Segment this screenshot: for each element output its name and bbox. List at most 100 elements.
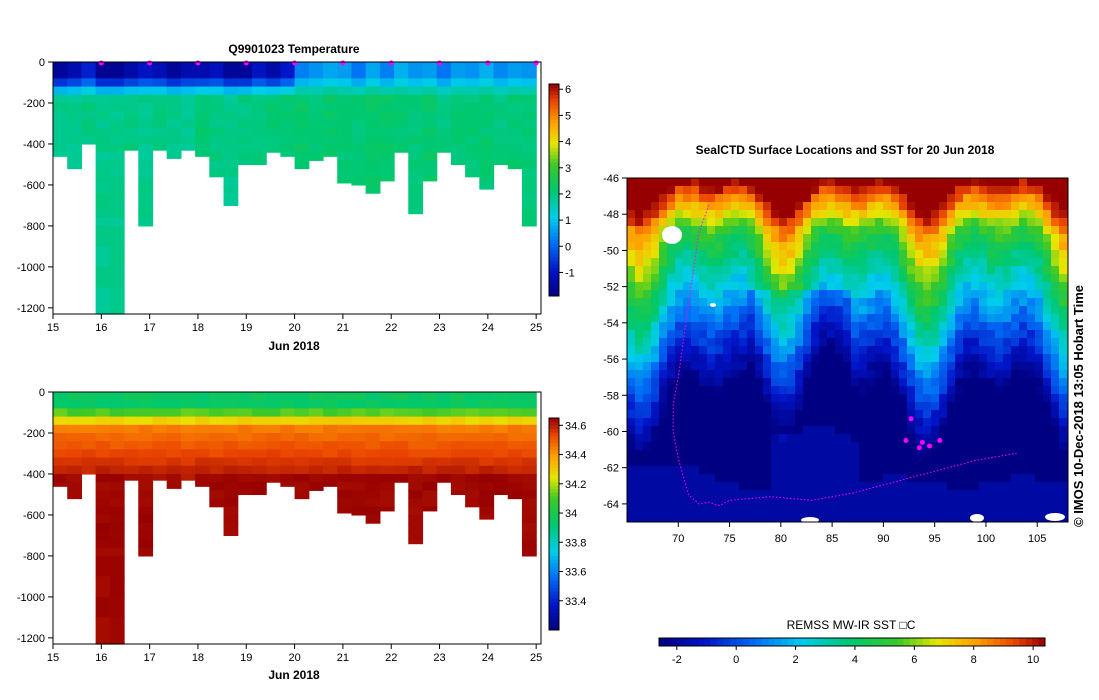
- surface-marker: [292, 60, 298, 66]
- sst-cell: [747, 322, 756, 331]
- section-cell: [95, 201, 111, 211]
- sst-cell: [859, 386, 868, 395]
- sst-cell: [763, 514, 772, 522]
- sst-cell: [883, 418, 892, 427]
- sst-cell: [1003, 354, 1012, 363]
- colorbar-tick-label: 4: [565, 137, 571, 149]
- sst-cell: [643, 474, 652, 483]
- section-cell: [95, 617, 111, 645]
- sst-cell: [1059, 274, 1068, 283]
- section-cell: [266, 465, 281, 475]
- sst-cell: [635, 274, 644, 283]
- colorbar-segment: [549, 612, 559, 617]
- sst-cell: [875, 226, 884, 235]
- sst-cell: [883, 426, 892, 435]
- x-tick-label: 25: [530, 652, 542, 664]
- section-cell: [209, 70, 225, 79]
- sst-cell: [627, 482, 636, 491]
- sst-cell: [779, 314, 788, 323]
- section-cell: [521, 498, 537, 508]
- section-cell: [67, 424, 83, 434]
- sst-cell: [675, 394, 684, 403]
- sst-cell: [771, 258, 780, 267]
- section-cell: [166, 70, 182, 79]
- map-x-tick-label: 85: [826, 533, 838, 545]
- section-cell: [465, 70, 480, 79]
- sst-cell: [1027, 282, 1036, 291]
- sst-cell: [691, 218, 700, 227]
- sst-cell: [899, 306, 908, 315]
- sst-cell: [731, 178, 740, 187]
- section-cell: [521, 176, 537, 186]
- section-cell: [308, 135, 324, 145]
- colorbar-tick-label: 2: [565, 189, 571, 201]
- sst-cell: [1011, 490, 1020, 499]
- section-cell: [422, 152, 438, 161]
- sst-cell: [1043, 434, 1052, 443]
- sst-cell: [939, 474, 948, 483]
- sst-cell: [715, 330, 724, 339]
- section-cell: [237, 160, 253, 166]
- section-cell: [280, 102, 296, 112]
- colorbar-segment: [549, 495, 559, 500]
- section-cell: [479, 473, 495, 483]
- sst-cell: [803, 250, 812, 259]
- sst-cell: [715, 506, 724, 515]
- sst-cell: [1051, 314, 1060, 323]
- sst-cell: [971, 418, 980, 427]
- section-cell: [337, 441, 353, 450]
- sst-cell: [955, 202, 964, 211]
- section-cell: [479, 119, 495, 129]
- sst-cell: [739, 442, 748, 451]
- sst-cell: [939, 178, 948, 187]
- map-y-tick-label: -56: [603, 354, 619, 366]
- sst-cell: [771, 186, 780, 195]
- sst-cell: [939, 282, 948, 291]
- section-cell: [209, 408, 225, 418]
- x-tick-label: 15: [47, 322, 59, 334]
- sst-cell: [907, 482, 916, 491]
- sst-cell: [1003, 378, 1012, 387]
- sst-cell: [707, 394, 716, 403]
- section-cell: [67, 465, 83, 475]
- section-cell: [138, 102, 154, 112]
- sst-cell: [987, 290, 996, 299]
- section-cell: [408, 184, 424, 194]
- sst-cell: [835, 338, 844, 347]
- section-cell: [53, 408, 68, 418]
- sst-cell: [827, 490, 836, 499]
- y-tick-label: 0: [39, 57, 45, 69]
- sst-cell: [843, 178, 852, 187]
- sst-cell: [939, 426, 948, 435]
- sst-cell: [739, 490, 748, 499]
- sst-cell: [659, 418, 668, 427]
- sst-cell: [907, 314, 916, 323]
- colorbar-segment: [549, 274, 559, 279]
- section-cell: [521, 408, 537, 418]
- sst-cell: [1043, 386, 1052, 395]
- sst-cell: [891, 242, 900, 251]
- sst-cell: [651, 218, 660, 227]
- section-cell: [379, 482, 395, 491]
- section-cell: [138, 119, 154, 129]
- sst-cell: [651, 314, 660, 323]
- section-cell: [337, 457, 353, 467]
- sst-cell: [1003, 370, 1012, 379]
- sst-cell: [1059, 402, 1068, 411]
- sst-cell: [931, 234, 940, 243]
- sst-cell: [883, 258, 892, 267]
- colorbar-segment: [549, 527, 559, 532]
- section-cell: [166, 441, 182, 450]
- sst-cell: [627, 202, 636, 211]
- section-cell: [95, 596, 111, 618]
- section-cell: [450, 408, 466, 418]
- colorbar-segment: [549, 214, 559, 219]
- sst-cell: [827, 378, 836, 387]
- sst-cell: [851, 498, 860, 507]
- sst-cell: [827, 330, 836, 339]
- sst-cell: [883, 442, 892, 451]
- sst-cell: [915, 514, 924, 522]
- sst-cell: [635, 338, 644, 347]
- sst-cell: [979, 418, 988, 427]
- sst-cell: [795, 346, 804, 355]
